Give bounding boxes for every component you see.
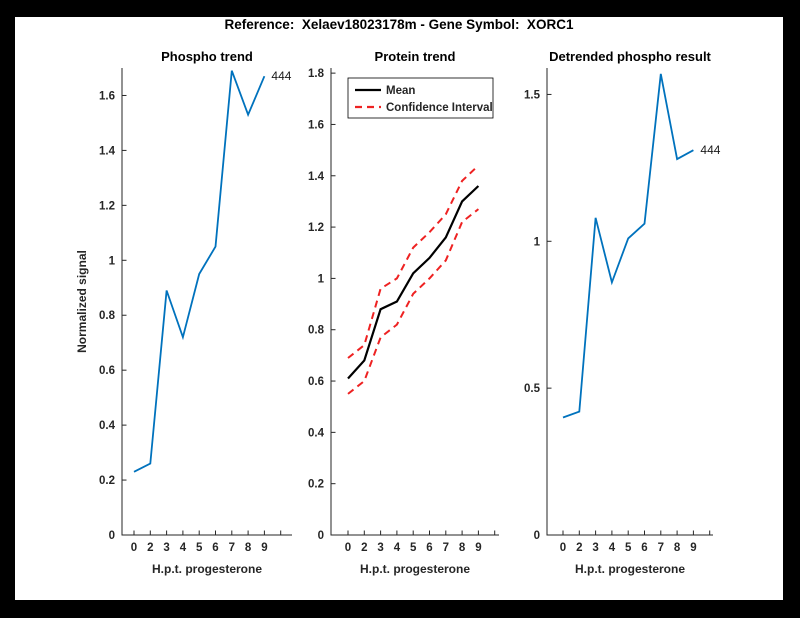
series-ci-upper	[347, 164, 480, 359]
x-tick-label: 5	[410, 542, 417, 554]
legend-label: Confidence Interval	[386, 102, 493, 114]
y-tick-label: 0.8	[308, 325, 325, 337]
x-tick-label: 4	[609, 542, 616, 554]
x-tick-label: 5	[196, 542, 203, 554]
x-tick-label: 3	[592, 542, 598, 554]
y-axis-label: Normalized signal	[75, 250, 89, 353]
series-end-label: 444	[700, 143, 720, 157]
series-ci-lower	[347, 208, 480, 395]
x-tick-label: 2	[147, 542, 153, 554]
series-phospho-signal	[133, 70, 266, 473]
y-tick-label: 0.8	[99, 310, 116, 322]
x-axis-label: H.p.t. progesterone	[575, 562, 685, 576]
y-tick-label: 0.4	[308, 427, 325, 439]
axes-spines	[546, 68, 713, 536]
y-tick-label: 1.4	[99, 145, 116, 157]
x-tick-label: 6	[641, 542, 647, 554]
x-tick-label: 9	[475, 542, 481, 554]
y-tick-label: 0.6	[308, 376, 324, 388]
y-tick-label: 1.2	[308, 222, 324, 234]
y-tick-label: 1.5	[524, 89, 541, 101]
x-tick-label: 6	[426, 542, 432, 554]
x-tick-label: 7	[658, 542, 664, 554]
y-tick-label: 0.5	[524, 383, 541, 395]
series-mean	[347, 185, 480, 380]
charts-canvas: 00.20.40.60.811.21.41.60 2 3 4 5 6 7 8 9444Phosp…	[75, 49, 721, 576]
subplot-2: 00.20.40.60.811.21.41.61.80 2 3 4 5 6 7 8 9Prote…	[308, 49, 499, 576]
x-tick-label: 7	[229, 542, 235, 554]
y-tick-label: 1.6	[99, 90, 115, 102]
y-tick-label: 1.6	[308, 119, 324, 131]
subplot-title: Protein trend	[375, 49, 456, 64]
x-tick-label: 0	[560, 542, 566, 554]
axes-spines	[330, 68, 499, 536]
legend-label: Mean	[386, 85, 415, 97]
y-tick-label: 1	[318, 273, 325, 285]
subplot-1: 00.20.40.60.811.21.41.60 2 3 4 5 6 7 8 9444Phosp…	[75, 49, 292, 576]
x-tick-label: 4	[394, 542, 401, 554]
y-tick-label: 0	[109, 530, 115, 542]
x-tick-label: 6	[212, 542, 218, 554]
x-tick-label: 9	[261, 542, 267, 554]
y-tick-label: 1.4	[308, 171, 325, 183]
x-tick-label: 5	[625, 542, 632, 554]
y-tick-label: 1	[534, 236, 541, 248]
x-tick-label: 3	[163, 542, 169, 554]
x-tick-label: 0	[345, 542, 351, 554]
series-end-label: 444	[271, 69, 291, 83]
y-tick-label: 0.4	[99, 420, 116, 432]
y-tick-label: 1.8	[308, 68, 325, 80]
x-tick-label: 8	[459, 542, 466, 554]
matlab-figure: Reference: Xelaev18023178m - Gene Symbol…	[15, 17, 783, 600]
y-tick-label: 0	[534, 530, 540, 542]
legend: Mean Confidence Interval	[347, 77, 494, 119]
x-tick-label: 2	[576, 542, 582, 554]
x-tick-label: 0	[131, 542, 137, 554]
x-axis-label: H.p.t. progesterone	[360, 562, 470, 576]
y-tick-label: 0.6	[99, 365, 115, 377]
x-tick-label: 7	[443, 542, 449, 554]
x-tick-label: 4	[180, 542, 187, 554]
x-tick-label: 2	[361, 542, 367, 554]
subplot-title: Phospho trend	[161, 49, 253, 64]
y-tick-label: 0.2	[308, 479, 324, 491]
x-tick-label: 3	[377, 542, 383, 554]
y-tick-label: 0.2	[99, 475, 115, 487]
y-tick-label: 1	[109, 255, 116, 267]
x-tick-label: 9	[690, 542, 696, 554]
y-tick-label: 0	[318, 530, 324, 542]
subplot-title: Detrended phospho result	[549, 49, 711, 64]
x-tick-label: 8	[245, 542, 252, 554]
legend-box	[347, 77, 494, 119]
series-detrended-phospho	[562, 73, 694, 419]
x-tick-label: 8	[674, 542, 681, 554]
y-tick-label: 1.2	[99, 200, 115, 212]
x-axis-label: H.p.t. progesterone	[152, 562, 262, 576]
figure-title: Reference: Xelaev18023178m - Gene Symbol…	[224, 17, 574, 32]
